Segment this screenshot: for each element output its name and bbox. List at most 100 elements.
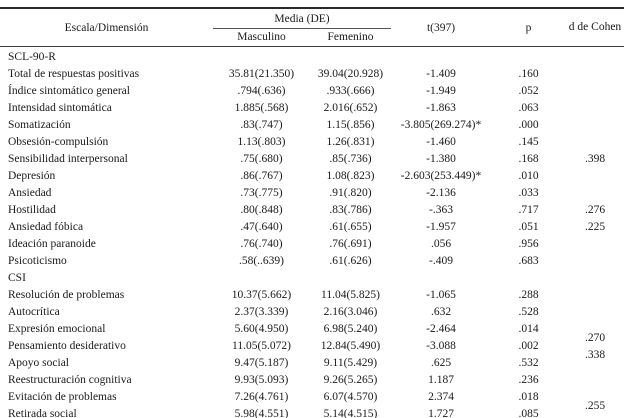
section-label: SCL-90-R [8,51,56,63]
cell-media-femenino: .61(.626) [329,255,372,267]
cell-media-femenino: 6.07(4.570) [323,391,378,403]
cell-media-masculino: .76(.740) [240,238,283,250]
cell-escala: Depresión [8,170,56,182]
cell-media-femenino: 1.26(.831) [326,136,375,148]
column-header-t: t(397) [391,8,491,47]
cell-d-cohen [566,236,624,253]
cell-t-value: -3.805(269.274)* [400,119,482,131]
cell-p-value: .717 [518,204,539,216]
column-group-media-de: Media (DE) [213,8,391,29]
cell-media-femenino: 5.14(4.515) [323,408,378,418]
table-row: Apoyo social 9.47(5.187) 9.11(5.429) .625 .5… [0,355,624,372]
cell-media-femenino: 6.98(5.240) [323,323,378,335]
table-row: Autocrítica 2.37(3.339) 2.16(3.046) .632 .52… [0,304,624,321]
cell-media-masculino: 1.885(.568) [234,102,289,114]
cell-escala: Resolución de problemas [8,289,125,301]
section-label: CSI [8,272,26,284]
cell-t-value: -.363 [429,204,453,216]
table-row: Intensidad sintomática 1.885(.568) 2.016(.… [0,100,624,117]
table-row: Obsesión-compulsión 1.13(.803) 1.26(.831) -… [0,134,624,151]
cell-escala: Apoyo social [8,357,70,369]
cell-media-femenino: .76(.691) [329,238,372,250]
cell-p-value: .956 [518,238,539,250]
cell-media-masculino: .794(.636) [237,85,286,97]
cell-t-value: -1.460 [426,136,456,148]
cell-d-cohen: .270 [566,321,624,344]
cell-escala: Índice sintomático general [8,85,130,97]
cell-p-value: .014 [518,323,539,335]
cell-media-masculino: 35.81(21.350) [228,68,295,80]
cell-d-cohen [566,168,624,185]
cell-p-value: .532 [518,357,539,369]
cell-escala: Ansiedad fóbica [8,221,84,233]
cell-escala: Hostilidad [8,204,56,216]
cell-d-cohen [566,355,624,372]
cell-p-value: .018 [518,391,539,403]
table-row: Expresión emocional 5.60(4.950) 6.98(5.240… [0,321,624,344]
cell-p-value: .000 [518,119,539,131]
table-row: Total de respuestas positivas 35.81(21.35… [0,66,624,83]
cell-d-cohen [566,117,624,134]
cell-t-value: .056 [430,238,452,250]
cell-media-masculino: 5.98(4.551) [234,408,289,418]
cell-t-value: 1.727 [428,408,454,418]
cell-media-femenino: .61(.655) [329,221,372,233]
cell-escala: Sensibilidad interpersonal [8,153,128,165]
cell-media-masculino: .58(..639) [238,255,285,267]
cell-media-femenino: 9.11(5.429) [323,357,378,369]
cell-escala: Evitación de problemas [8,391,117,403]
cell-media-masculino: 2.37(3.339) [234,306,289,318]
column-header-p: p [491,8,566,47]
cell-media-masculino: 10.37(5.662) [231,289,292,301]
cell-p-value: .010 [518,170,539,182]
cell-media-femenino: 1.08(.823) [326,170,375,182]
cell-t-value: -2.603(253.449)* [400,170,482,182]
table-row: Psicoticismo .58(..639) .61(.626) -.409 .683 [0,253,624,270]
table-row: Somatización .83(.747) 1.15(.856) -3.805(26… [0,117,624,134]
cell-escala: Pensamiento desiderativo [8,340,126,352]
cell-p-value: .168 [518,153,539,165]
cell-p-value: .528 [518,306,539,318]
d-cohen-straddle-value: .270 [584,332,606,344]
cell-p-value: .236 [518,374,539,386]
section-row: CSI [0,270,624,287]
cell-d-cohen [566,100,624,117]
cell-media-femenino: 12.84(5.490) [320,340,381,352]
cell-media-femenino: .91(.820) [329,187,372,199]
cell-p-value: .288 [518,289,539,301]
cell-escala: Somatización [8,119,71,131]
cell-media-femenino: 2.16(3.046) [323,306,378,318]
cell-d-cohen: .398 [584,153,606,165]
cell-media-masculino: 5.60(4.950) [234,323,289,335]
table-row: Pensamiento desiderativo 11.05(5.072) 12.8… [0,338,624,361]
column-header-femenino: Femenino [310,28,391,47]
cell-p-value: .145 [518,136,539,148]
cell-p-value: .063 [518,102,539,114]
column-header-escala-dimension: Escala/Dimensión [0,8,213,47]
cell-t-value: -1.863 [426,102,456,114]
column-header-d-cohen: d de Cohen [566,8,624,47]
cell-escala: Retirada social [8,408,77,418]
cell-p-value: .051 [518,221,539,233]
cell-d-cohen: .276 [584,204,606,216]
table-row: Índice sintomático general .794(.636) .933… [0,83,624,100]
cell-p-value: .085 [518,408,539,418]
cell-escala: Reestructuración cognitiva [8,374,132,386]
cell-d-cohen: .225 [584,221,606,233]
cell-p-value: .052 [518,85,539,97]
cell-p-value: .033 [518,187,539,199]
table-row: Depresión .86(.767) 1.08(.823) -2.603(253.4… [0,168,624,185]
cell-t-value: -1.380 [426,153,456,165]
statistics-table: Escala/Dimensión Media (DE) t(397) p d d… [0,7,624,418]
cell-d-cohen [566,406,624,418]
cell-d-cohen: .338 [566,338,624,361]
cell-d-cohen [566,66,624,83]
cell-t-value: .632 [430,306,452,318]
table-row: Resolución de problemas 10.37(5.662) 11.04… [0,287,624,304]
cell-media-masculino: .47(.640) [240,221,283,233]
cell-d-cohen [566,304,624,321]
cell-media-femenino: 39.04(20.928) [317,68,384,80]
cell-t-value: -.409 [429,255,453,267]
table-row: Ansiedad .73(.775) .91(.820) -2.136 .033 [0,185,624,202]
